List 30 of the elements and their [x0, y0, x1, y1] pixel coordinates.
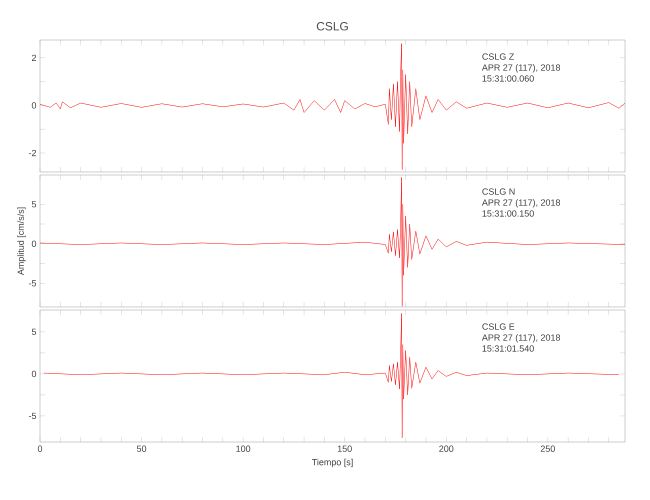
y-tick-label: -5 [28, 412, 36, 420]
x-tick-label: 0 [38, 446, 42, 452]
y-tick-label: 5 [32, 328, 36, 335]
y-tick-label: 2 [32, 54, 36, 61]
annotation: CSLG N [482, 188, 515, 195]
annotation: APR 27 (117), 2018 [482, 334, 560, 342]
x-tick-label: 100 [236, 446, 250, 452]
annotation: 15:31:00.060 [482, 75, 534, 82]
annotation: 15:31:01.540 [482, 345, 534, 352]
annotation: APR 27 (117), 2018 [482, 64, 560, 72]
x-axis-title: Tiempo [s] [312, 458, 353, 468]
x-tick-label: 150 [338, 446, 352, 452]
line-series [40, 43, 626, 170]
annotation: APR 27 (117), 2018 [482, 199, 560, 208]
line-series [40, 177, 626, 306]
y-tick-label: 0 [32, 102, 36, 109]
y-tick-label: 5 [32, 201, 36, 208]
chart-title: CSLG [316, 22, 348, 30]
y-tick-label: -2 [28, 150, 36, 156]
annotation: CSLG Z [482, 53, 514, 60]
line-series [44, 313, 620, 438]
y-tick-label: -5 [28, 280, 36, 286]
y-tick-label: 0 [32, 240, 36, 247]
annotation: 15:31:00.150 [482, 210, 534, 217]
x-tick-label: 200 [439, 446, 454, 452]
annotation: CSLG E [482, 323, 514, 330]
x-tick-label: 250 [540, 446, 555, 452]
y-tick-label: 0 [32, 370, 36, 378]
y-axis-title: Amplitud [cm/s/s] [17, 208, 26, 276]
x-tick-label: 50 [136, 446, 146, 452]
